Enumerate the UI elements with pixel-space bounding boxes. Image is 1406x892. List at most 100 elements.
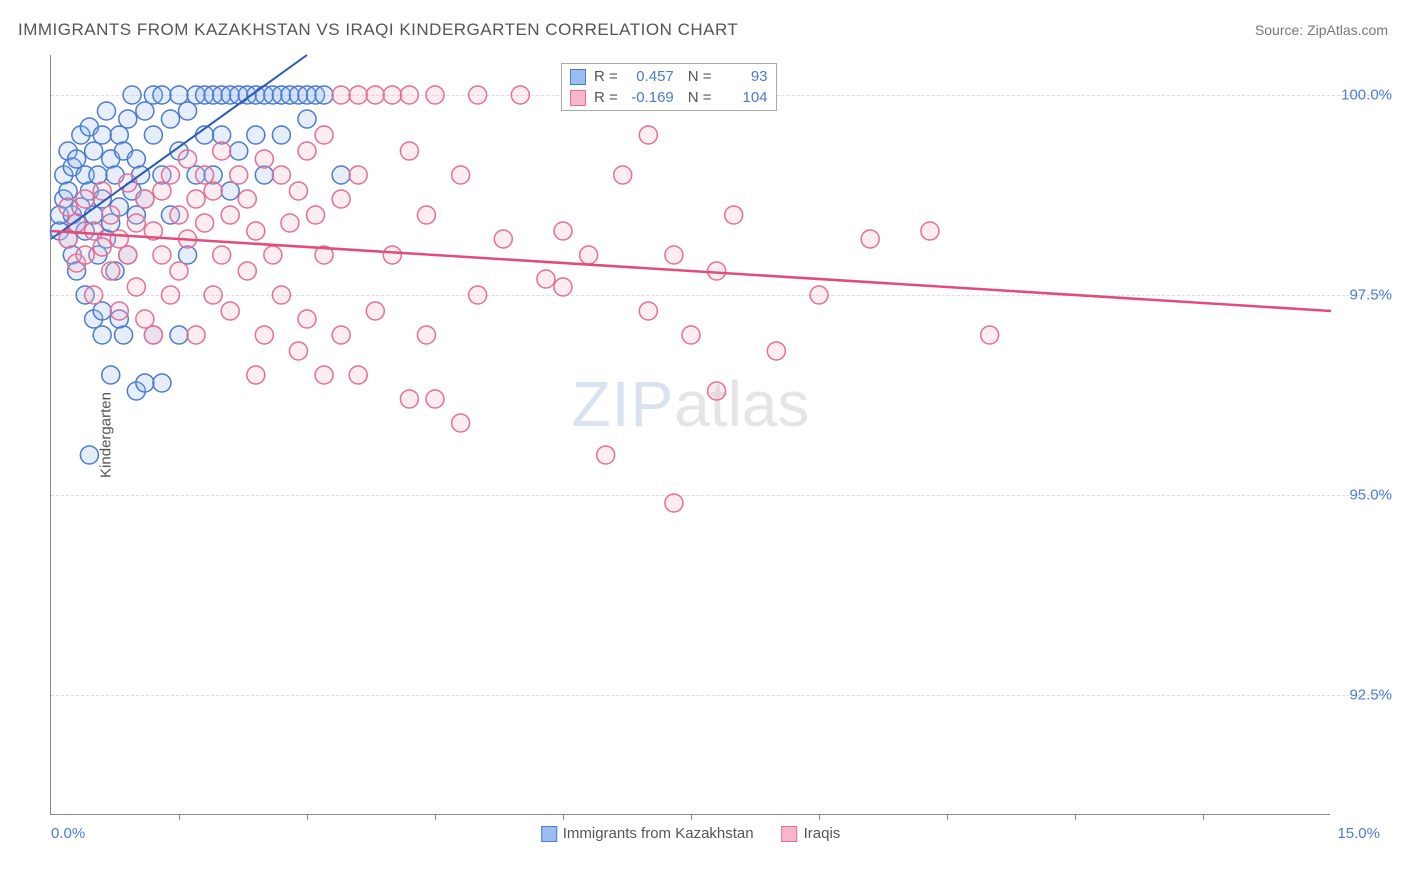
data-point xyxy=(187,326,205,344)
data-point xyxy=(400,142,418,160)
stat-swatch xyxy=(570,69,586,85)
data-point xyxy=(170,206,188,224)
data-point xyxy=(238,262,256,280)
data-point xyxy=(417,326,435,344)
data-point xyxy=(315,126,333,144)
x-axis-min-label: 0.0% xyxy=(51,825,85,842)
legend-swatch xyxy=(782,826,798,842)
stat-n-label: N = xyxy=(688,89,712,106)
x-tick xyxy=(1203,814,1204,820)
data-point xyxy=(289,342,307,360)
data-point xyxy=(494,230,512,248)
data-point xyxy=(68,150,86,168)
data-point xyxy=(614,166,632,184)
y-tick-label: 95.0% xyxy=(1349,487,1392,504)
data-point xyxy=(221,302,239,320)
data-point xyxy=(511,86,529,104)
data-point xyxy=(170,262,188,280)
data-point xyxy=(136,102,154,120)
stat-row: R =-0.169N =104 xyxy=(562,87,776,108)
stat-r-label: R = xyxy=(594,89,618,106)
data-point xyxy=(332,86,350,104)
data-point xyxy=(665,494,683,512)
data-point xyxy=(725,206,743,224)
data-point xyxy=(196,214,214,232)
legend-item: Immigrants from Kazakhstan xyxy=(541,825,754,842)
data-point xyxy=(204,182,222,200)
data-point xyxy=(213,246,231,264)
data-point xyxy=(349,366,367,384)
data-point xyxy=(221,206,239,224)
data-point xyxy=(247,222,265,240)
data-point xyxy=(153,374,171,392)
data-point xyxy=(349,166,367,184)
data-point xyxy=(170,86,188,104)
stat-n-label: N = xyxy=(688,68,712,85)
x-tick xyxy=(691,814,692,820)
data-point xyxy=(153,182,171,200)
data-point xyxy=(665,246,683,264)
data-point xyxy=(153,86,171,104)
data-point xyxy=(861,230,879,248)
data-point xyxy=(921,222,939,240)
data-point xyxy=(161,110,179,128)
data-point xyxy=(144,326,162,344)
data-point xyxy=(102,366,120,384)
stat-r-label: R = xyxy=(594,68,618,85)
data-point xyxy=(272,166,290,184)
data-point xyxy=(110,302,128,320)
data-point xyxy=(281,214,299,232)
stat-n-value: 104 xyxy=(720,89,768,106)
data-point xyxy=(272,286,290,304)
data-point xyxy=(123,86,141,104)
data-point xyxy=(349,86,367,104)
data-point xyxy=(196,166,214,184)
data-point xyxy=(127,150,145,168)
data-point xyxy=(119,246,137,264)
data-point xyxy=(554,222,572,240)
data-point xyxy=(179,102,197,120)
data-point xyxy=(264,246,282,264)
data-point xyxy=(426,390,444,408)
data-point xyxy=(102,262,120,280)
y-tick-label: 97.5% xyxy=(1349,287,1392,304)
data-point xyxy=(204,286,222,304)
x-tick xyxy=(179,814,180,820)
data-point xyxy=(452,414,470,432)
data-point xyxy=(136,190,154,208)
data-point xyxy=(315,366,333,384)
data-point xyxy=(93,126,111,144)
x-tick xyxy=(563,814,564,820)
data-point xyxy=(119,110,137,128)
data-point xyxy=(161,286,179,304)
data-point xyxy=(452,166,470,184)
data-point xyxy=(247,366,265,384)
x-tick xyxy=(1075,814,1076,820)
data-point xyxy=(93,326,111,344)
data-point xyxy=(110,126,128,144)
data-point xyxy=(255,150,273,168)
source-label: Source: ZipAtlas.com xyxy=(1255,22,1388,38)
data-point xyxy=(810,286,828,304)
data-point xyxy=(298,310,316,328)
data-point xyxy=(127,214,145,232)
data-point xyxy=(537,270,555,288)
y-tick-label: 92.5% xyxy=(1349,687,1392,704)
data-point xyxy=(255,326,273,344)
data-point xyxy=(161,166,179,184)
data-point xyxy=(85,286,103,304)
data-point xyxy=(238,190,256,208)
data-point xyxy=(767,342,785,360)
data-point xyxy=(76,246,94,264)
stat-r-value: 0.457 xyxy=(626,68,674,85)
data-point xyxy=(298,142,316,160)
data-point xyxy=(76,190,94,208)
data-point xyxy=(597,446,615,464)
x-axis-max-label: 15.0% xyxy=(1337,825,1380,842)
scatter-plot xyxy=(51,55,1330,814)
data-point xyxy=(85,142,103,160)
data-point xyxy=(469,286,487,304)
data-point xyxy=(93,238,111,256)
data-point xyxy=(639,302,657,320)
data-point xyxy=(400,390,418,408)
